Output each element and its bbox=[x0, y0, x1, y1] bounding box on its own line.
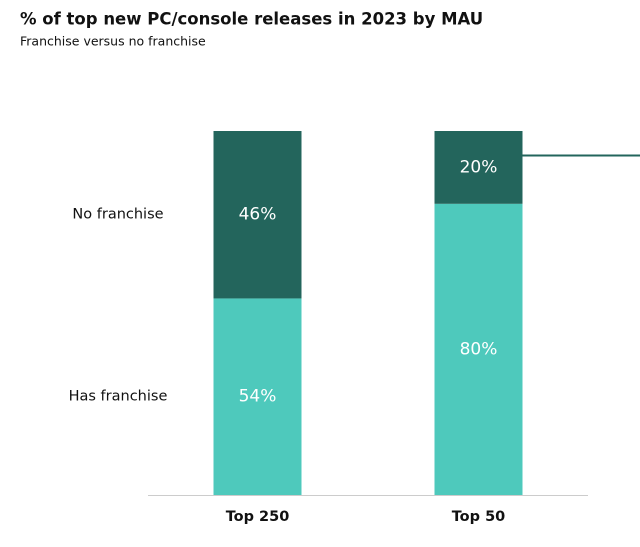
value-label: 20% bbox=[460, 157, 498, 177]
value-label: 80% bbox=[460, 339, 498, 359]
value-label: 54% bbox=[239, 387, 277, 407]
legend-label: Has franchise bbox=[69, 389, 168, 405]
bar-segment bbox=[434, 203, 523, 496]
bar-segment bbox=[213, 298, 302, 495]
bar-segment bbox=[434, 131, 523, 204]
legend-label: No franchise bbox=[72, 207, 163, 223]
bar-segment bbox=[213, 131, 302, 299]
chart-subtitle: Franchise versus no franchise bbox=[20, 34, 206, 49]
x-tick-label: Top 250 bbox=[226, 509, 290, 525]
x-tick-label: Top 50 bbox=[452, 509, 506, 525]
value-label: 46% bbox=[239, 205, 277, 225]
chart-title: % of top new PC/console releases in 2023… bbox=[20, 10, 483, 29]
